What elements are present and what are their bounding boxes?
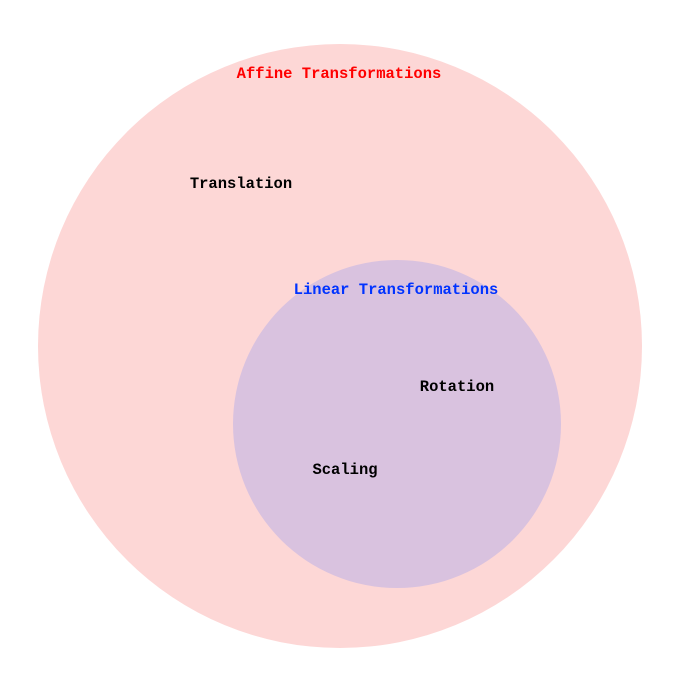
translation-label: Translation [190,175,292,193]
affine-transformations-label: Affine Transformations [237,65,442,83]
scaling-label: Scaling [312,461,377,479]
linear-transformations-circle [233,260,561,588]
rotation-label: Rotation [420,378,494,396]
linear-transformations-label: Linear Transformations [294,281,499,299]
